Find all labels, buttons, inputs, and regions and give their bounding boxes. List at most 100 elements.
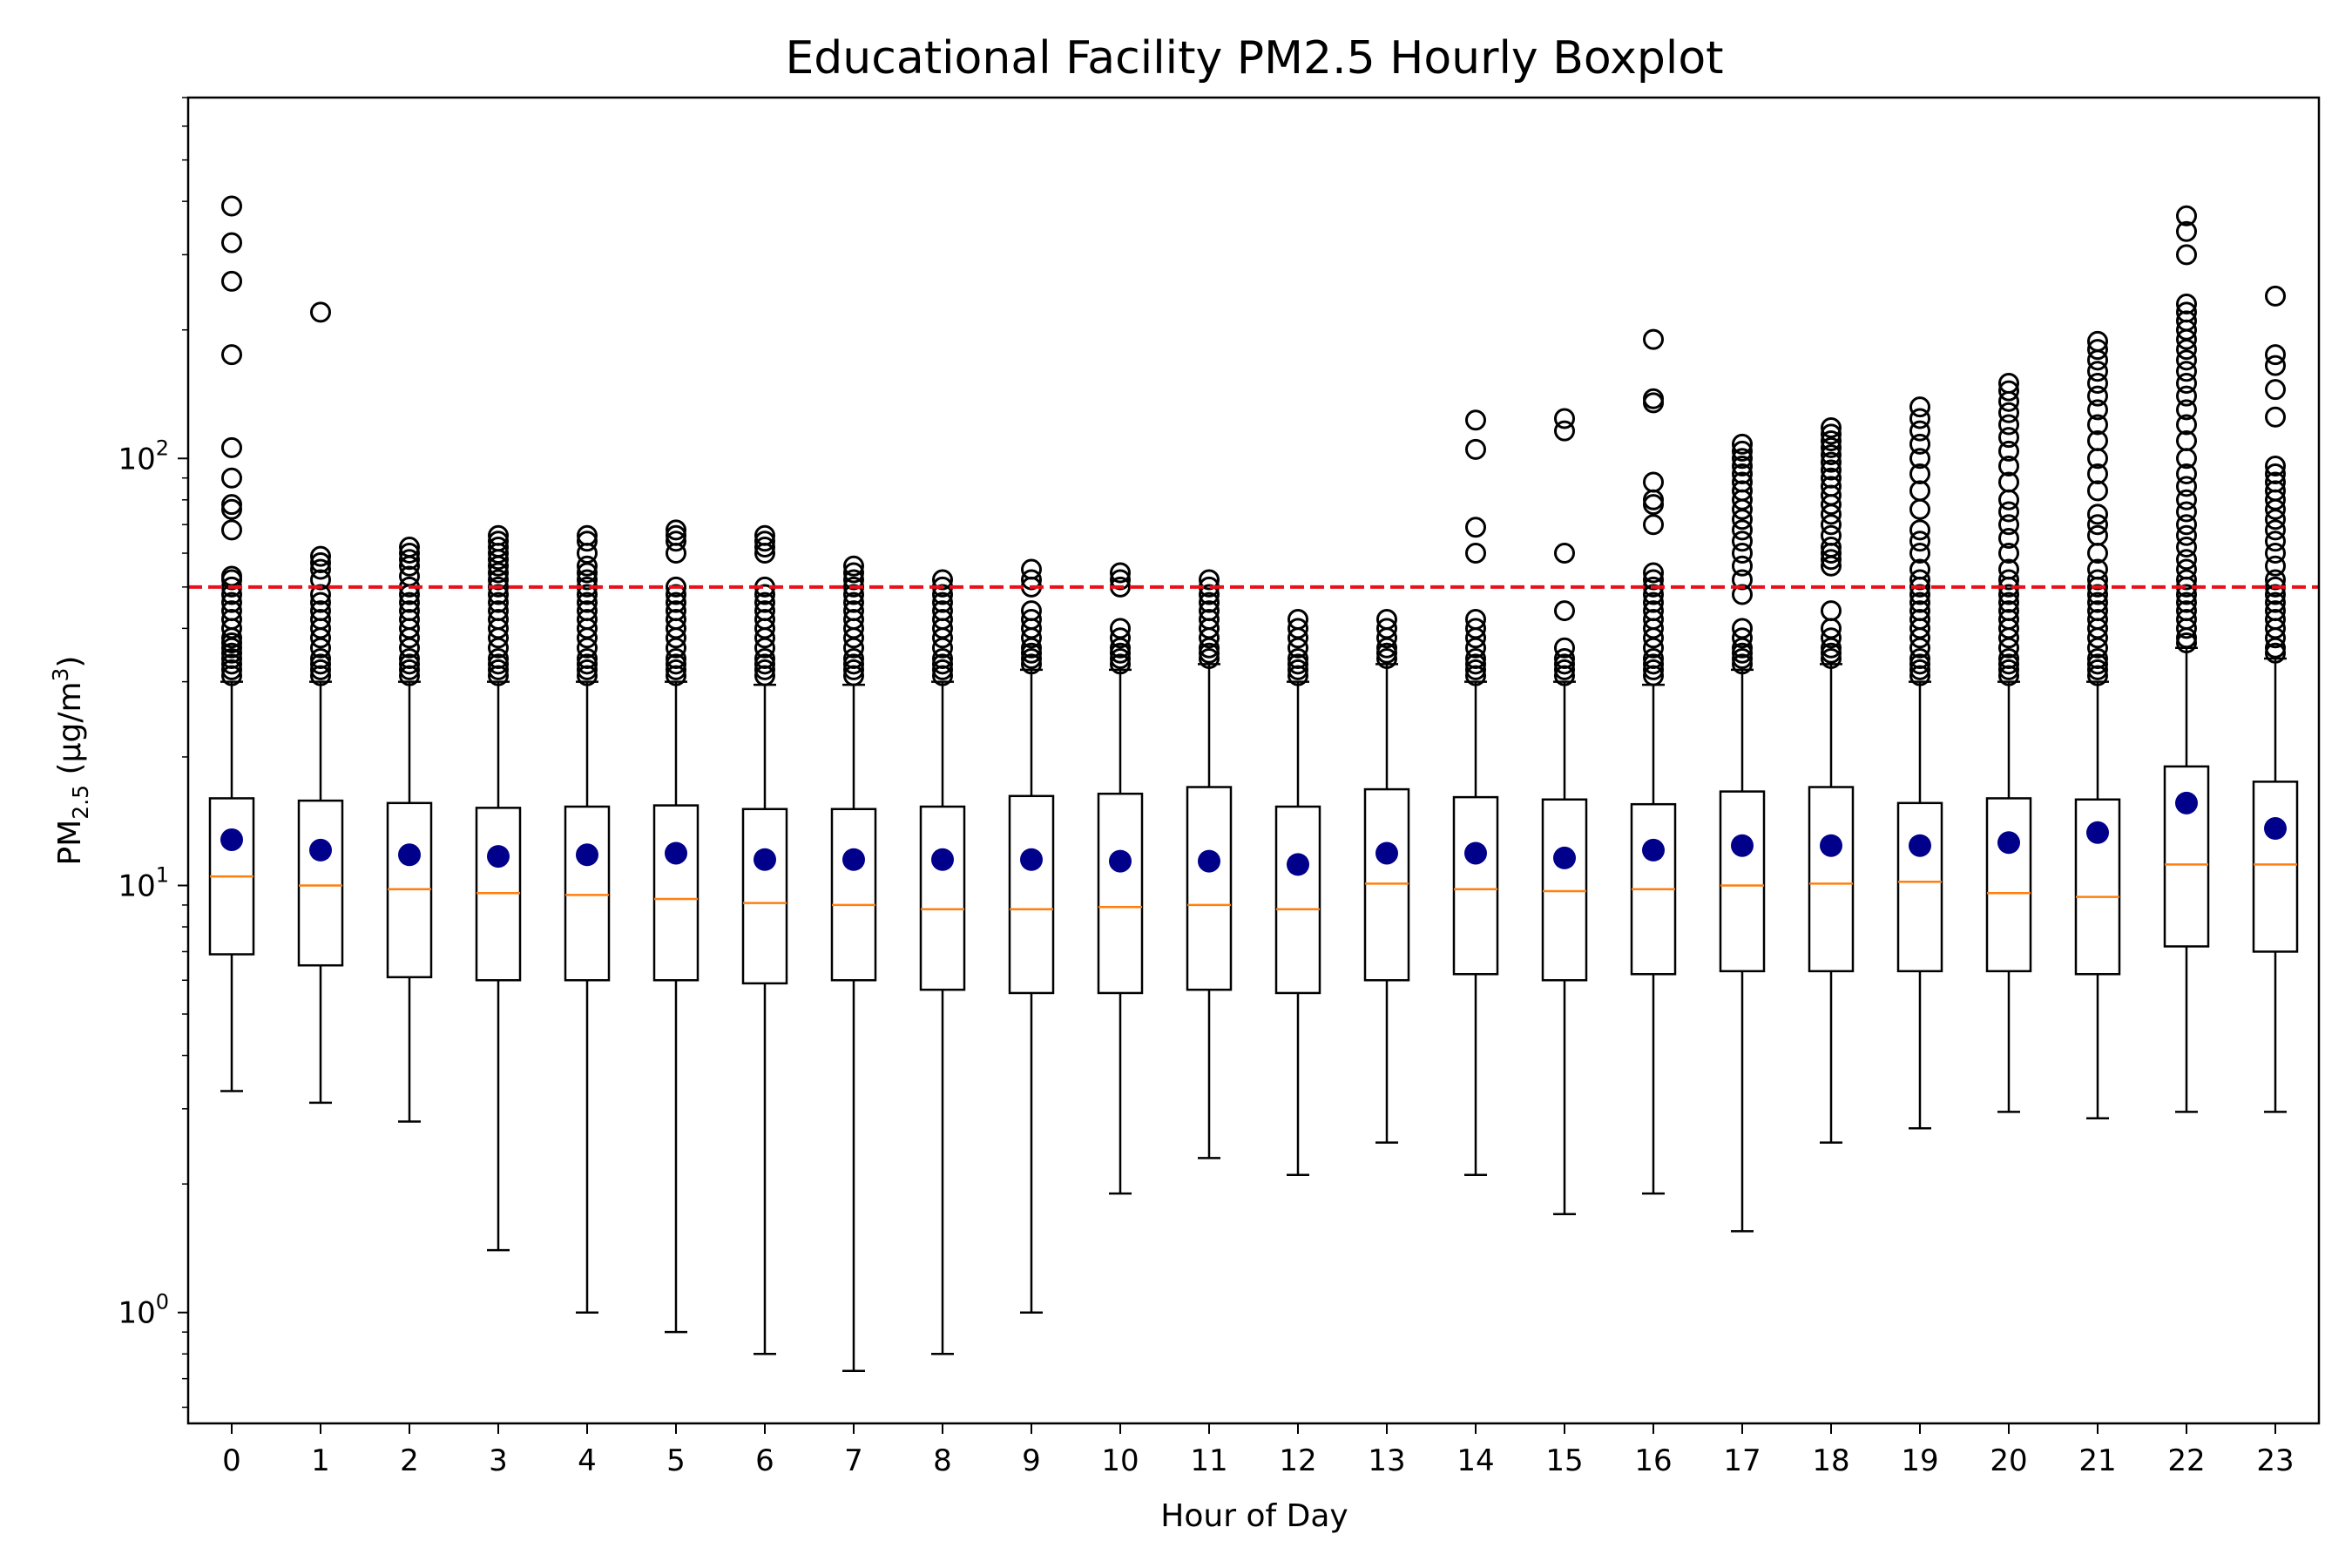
outlier-point [221,494,242,516]
outlier-point [310,591,331,613]
outlier-point [221,232,242,253]
mean-marker [576,843,598,867]
box-group [919,569,966,1355]
x-tick-label: 5 [666,1443,686,1478]
mean-marker [2264,817,2287,841]
outlier-point [1821,417,1842,439]
outlier-point [1732,440,1753,462]
y-tick-base: 10 [118,869,155,904]
outlier-point [1909,396,1930,418]
outlier-point [2265,543,2286,564]
mean-marker [398,843,421,867]
box-group [1719,433,1766,1233]
outlier-point [1199,642,1220,664]
outlier-point [2087,569,2108,591]
outlier-point [399,543,420,564]
outlier-point [1998,471,2019,493]
box-group [1808,417,1855,1144]
box-group [741,524,788,1355]
iqr-box [1896,801,1943,973]
outlier-point [1643,600,1664,622]
outlier-point [221,653,242,675]
outlier-point [1909,408,1930,429]
outlier-point [1998,569,2019,591]
outlier-point [754,647,775,669]
mean-marker [1109,849,1132,873]
outlier-point [1998,659,2019,680]
outlier-point [843,591,864,613]
mean-marker [2086,821,2109,844]
outlier-point [754,537,775,558]
y-axis-label: PM2.5 (μg/m3) [48,656,93,866]
outlier-point [310,558,331,580]
outlier-point [2176,584,2197,605]
outlier-point [1732,433,1753,455]
outlier-point [1376,642,1397,664]
mean-marker [1375,841,1398,865]
y-tick-label: 100 [118,1290,169,1331]
outlier-point [2087,600,2108,622]
outlier-point [932,653,953,675]
outlier-point [221,270,242,292]
outlier-point [1909,608,1930,630]
outlier-point [1643,562,1664,584]
outlier-point [310,545,331,567]
x-tick-label: 0 [222,1443,241,1478]
outlier-point [2265,480,2286,502]
x-tick-label: 17 [1723,1443,1761,1478]
outlier-point [2176,569,2197,591]
outlier-point [2087,591,2108,613]
outlier-point [310,647,331,669]
outlier-point [1732,618,1753,639]
outlier-point [399,600,420,622]
outlier-point [221,600,242,622]
outlier-point [1643,514,1664,536]
box-group [1985,372,2032,1113]
iqr-box [1008,794,1055,995]
outlier-point [2265,591,2286,613]
outlier-point [2176,301,2197,323]
outlier-point [666,608,686,630]
outlier-point [577,555,598,577]
outlier-point [221,591,242,613]
outlier-point [1909,558,1930,580]
outlier-point [2176,220,2197,242]
outlier-point [754,531,775,552]
outlier-point [2265,463,2286,485]
iqr-box [564,805,611,982]
y-tick-exponent: 2 [156,436,169,460]
outlier-point [1110,618,1131,639]
outlier-point [1821,600,1842,622]
outlier-point [1732,471,1753,493]
outlier-point [2265,608,2286,630]
iqr-box [1452,795,1499,976]
y-label-subscript: 2.5 [68,785,93,820]
box-group [2163,205,2210,1113]
outlier-point [1465,543,1486,564]
box-group [1186,569,1233,1159]
outlier-point [1821,436,1842,458]
iqr-box [1097,792,1144,995]
mean-marker [1997,831,2020,855]
outlier-point [1732,555,1753,577]
outlier-point [1465,618,1486,639]
outlier-point [488,569,509,591]
mean-marker [1553,846,1576,869]
outlier-point [399,659,420,680]
outlier-point [1465,438,1486,460]
outlier-point [1288,647,1308,669]
outlier-point [666,519,686,541]
outlier-point [1732,480,1753,502]
outlier-point [488,531,509,552]
outlier-point [577,591,598,613]
outlier-point [1998,372,2019,394]
outlier-point [2087,558,2108,580]
outlier-point [399,653,420,675]
mean-marker [1642,838,1665,862]
outlier-point [2176,310,2197,332]
box-group [1630,328,1677,1195]
outlier-point [1909,569,1930,591]
mean-marker [665,841,687,865]
outlier-point [754,659,775,680]
